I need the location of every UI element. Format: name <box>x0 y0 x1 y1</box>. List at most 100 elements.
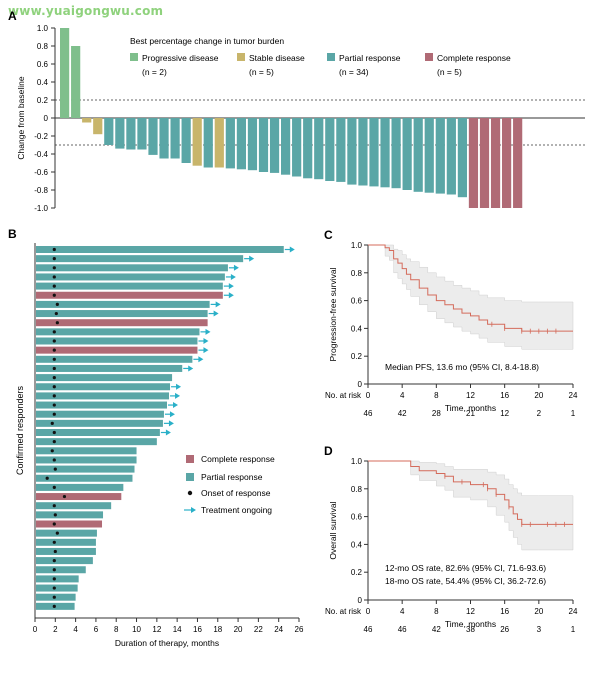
at-risk-c: 2 <box>537 409 542 418</box>
bar-b <box>36 575 79 583</box>
bar-b <box>36 401 167 409</box>
at-risk-d: 38 <box>466 625 475 634</box>
tick-label-b: 10 <box>132 625 141 634</box>
bar-b <box>36 456 137 464</box>
bar-a <box>358 118 368 186</box>
bar-b <box>36 337 198 345</box>
bar-b <box>36 547 96 555</box>
bar-a <box>203 118 213 168</box>
xlabel-c: Time, months <box>445 403 496 413</box>
tick-label-y-c: 0.2 <box>351 352 363 361</box>
at-risk-d: 42 <box>432 625 441 634</box>
bar-a <box>336 118 346 182</box>
tick-label-y-d: 0 <box>358 596 363 605</box>
legend-title-a: Best percentage change in tumor burden <box>130 36 284 46</box>
bar-a <box>479 118 490 208</box>
onset-dot-b <box>52 577 56 581</box>
bar-a <box>413 118 423 192</box>
tick-label-x-c: 20 <box>534 391 543 400</box>
legend-swatch-a <box>425 53 433 61</box>
legend-swatch-a <box>130 53 138 61</box>
bar-a <box>60 28 70 118</box>
bar-a <box>402 118 412 190</box>
ongoing-arrow-head-b <box>169 411 175 418</box>
bar-a <box>369 118 379 187</box>
bar-a <box>236 118 246 170</box>
bar-a <box>126 118 136 150</box>
bar-b <box>36 438 157 446</box>
tick-label-b: 26 <box>295 625 304 634</box>
tick-label-b: 24 <box>274 625 283 634</box>
survival-line-c <box>368 244 573 332</box>
at-risk-c: 12 <box>500 409 509 418</box>
bar-b <box>36 264 228 272</box>
legend-swatch-a <box>327 53 335 61</box>
tick-label-x-d: 16 <box>500 607 509 616</box>
legend-n-a: (n = 2) <box>142 67 167 77</box>
tick-label-y-d: 0.2 <box>351 568 363 577</box>
bar-a <box>148 118 158 155</box>
ongoing-arrow-head-b <box>230 273 236 280</box>
bar-a <box>258 118 269 172</box>
tick-label-b: 4 <box>73 625 78 634</box>
at-risk-label-c: No. at risk <box>325 391 362 400</box>
onset-dot-b <box>52 604 56 608</box>
tick-label-a: 0 <box>44 114 49 123</box>
tick-label-y-c: 0 <box>358 380 363 389</box>
bar-a <box>446 118 456 195</box>
onset-dot-b <box>52 339 56 343</box>
bar-b <box>36 355 193 363</box>
bar-a <box>71 46 81 118</box>
bar-b <box>36 538 96 546</box>
bar-a <box>303 118 313 179</box>
panel-label-a: A <box>8 9 17 23</box>
tick-label-x-c: 4 <box>400 391 405 400</box>
panel-label-d: D <box>324 444 333 458</box>
bar-b <box>36 419 163 427</box>
bar-a <box>137 118 147 150</box>
bar-a <box>170 118 180 159</box>
legend-dot-b <box>187 490 193 496</box>
bar-b <box>36 246 284 253</box>
bar-a <box>181 118 191 163</box>
bar-a <box>159 118 169 159</box>
legend-label-a: Partial response <box>339 53 401 63</box>
bar-a <box>490 118 501 208</box>
onset-dot-b <box>52 330 56 334</box>
ongoing-arrow-head-b <box>175 392 181 399</box>
tick-label-x-d: 24 <box>569 607 578 616</box>
xlabel-d: Time, months <box>445 619 496 629</box>
bar-b <box>36 364 183 372</box>
legend-swatch-b <box>186 455 194 463</box>
bar-a <box>347 118 357 185</box>
onset-dot-b <box>53 549 57 554</box>
legend-swatch-a <box>237 53 245 61</box>
tick-label-a: -1.0 <box>34 204 48 213</box>
bar-b <box>36 493 122 501</box>
tick-label-x-d: 20 <box>534 607 543 616</box>
at-risk-c: 28 <box>432 409 441 418</box>
ylabel-c: Progression-free survival <box>328 267 338 361</box>
tick-label-a: 0.8 <box>37 42 49 51</box>
onset-dot-b <box>52 540 56 544</box>
onset-dot-b <box>52 247 56 252</box>
at-risk-label-d: No. at risk <box>325 607 362 616</box>
tick-label-b: 16 <box>193 625 202 634</box>
ongoing-arrow-head-b <box>188 365 194 372</box>
onset-dot-b <box>52 403 56 407</box>
ongoing-arrow-head-b <box>198 356 204 363</box>
tick-label-a: 1.0 <box>37 24 49 33</box>
onset-dot-b <box>52 366 56 371</box>
bar-a <box>380 118 390 188</box>
at-risk-c: 46 <box>364 409 373 418</box>
bar-a <box>457 118 467 198</box>
tick-label-b: 6 <box>94 625 99 634</box>
onset-dot-b <box>52 522 56 526</box>
xlabel-b: Duration of therapy, months <box>115 638 219 648</box>
onset-dot-b <box>54 311 58 316</box>
tick-label-b: 18 <box>213 625 222 634</box>
tick-label-a: -0.4 <box>34 150 48 159</box>
tick-label-b: 22 <box>254 625 263 634</box>
bar-a <box>214 118 224 168</box>
